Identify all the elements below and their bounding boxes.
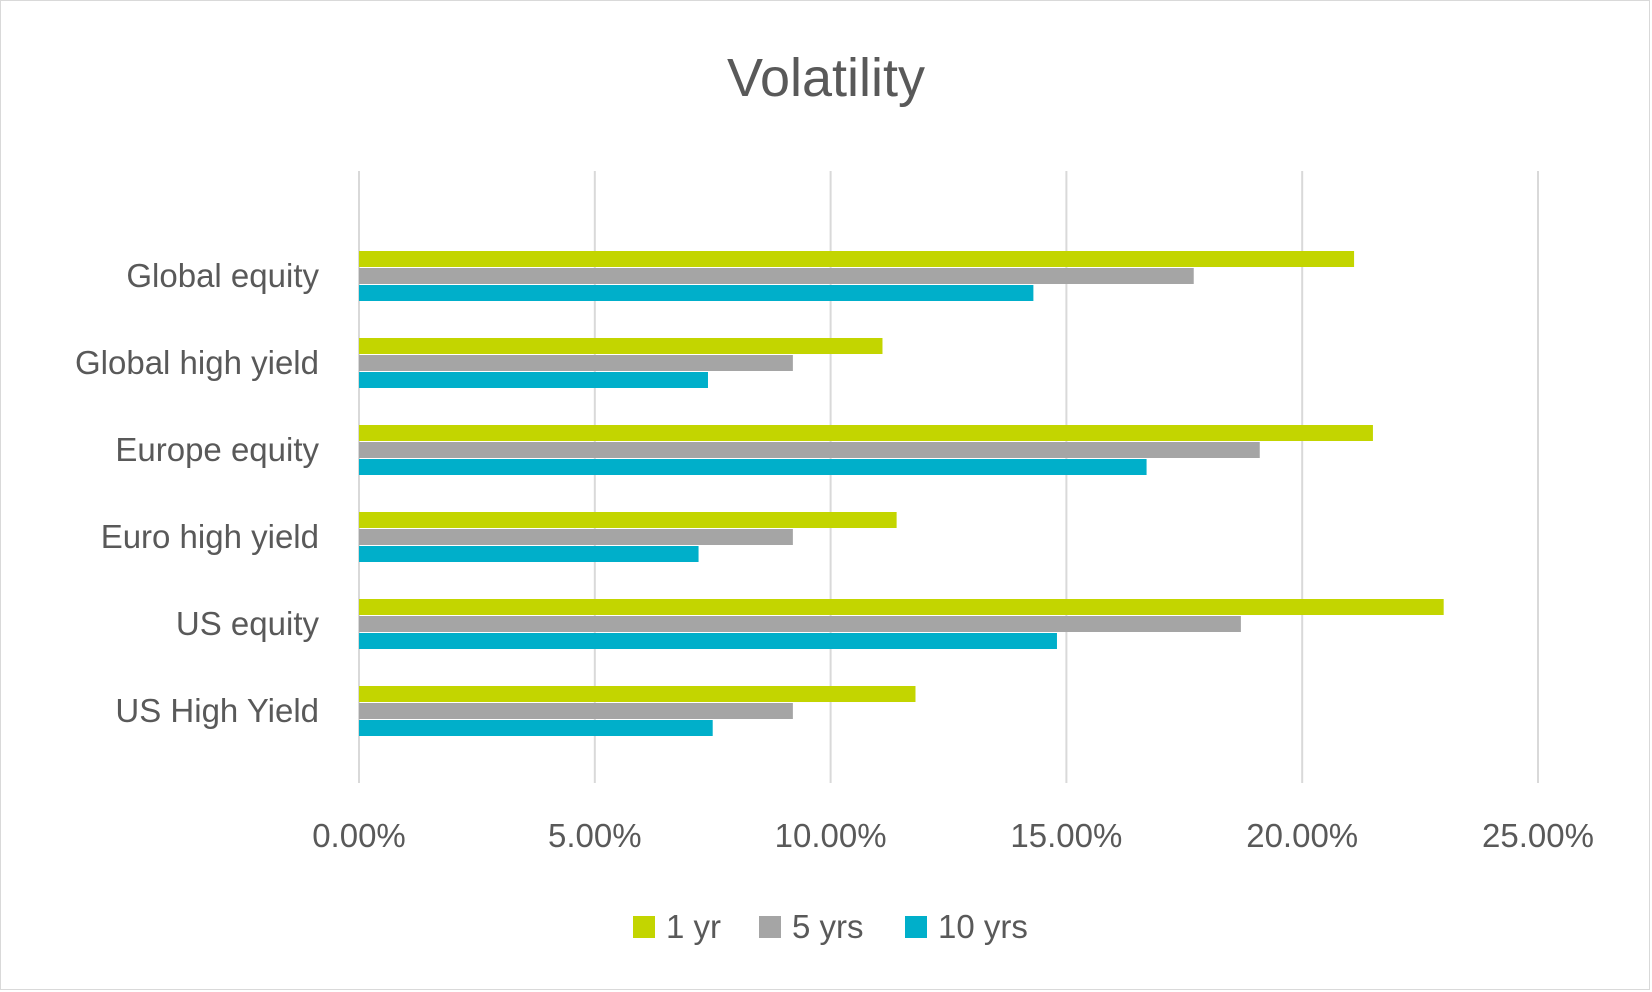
x-tick-label: 15.00% (1010, 817, 1122, 854)
bar (359, 372, 708, 388)
bar (359, 285, 1034, 301)
legend-swatch (759, 916, 781, 938)
bar (359, 268, 1194, 284)
bar (359, 425, 1373, 441)
bar (359, 512, 897, 528)
bar (359, 703, 793, 719)
category-label: Global equity (126, 257, 319, 294)
legend-label: 5 yrs (792, 908, 864, 945)
category-label: Europe equity (115, 431, 319, 468)
category-label: Euro high yield (101, 518, 319, 555)
legend-label: 1 yr (666, 908, 721, 945)
legend-label: 10 yrs (938, 908, 1028, 945)
category-label: US equity (176, 605, 320, 642)
category-labels: Global equity Global high yield Europe equ… (75, 257, 319, 729)
bar (359, 251, 1355, 267)
category-label: Global high yield (75, 344, 319, 381)
legend-swatch (905, 916, 927, 938)
legend: 1 yr 5 yrs 10 yrs (633, 908, 1028, 945)
bar (359, 355, 793, 371)
legend-swatch (633, 916, 655, 938)
x-tick-label: 25.00% (1482, 817, 1594, 854)
x-tick-label: 5.00% (548, 817, 642, 854)
bar (359, 442, 1260, 458)
bar (359, 686, 916, 702)
bar (359, 616, 1241, 632)
bar (359, 338, 883, 354)
x-tick-labels: 0.00% 5.00% 10.00% 15.00% 20.00% 25.00% (312, 817, 1594, 854)
bar (359, 633, 1057, 649)
x-tick-label: 20.00% (1246, 817, 1358, 854)
x-tick-label: 10.00% (775, 817, 887, 854)
bar (359, 529, 793, 545)
bar (359, 599, 1444, 615)
bar (359, 546, 699, 562)
bar (359, 720, 713, 736)
x-tick-label: 0.00% (312, 817, 406, 854)
bars (359, 251, 1444, 736)
bar (359, 459, 1147, 475)
category-label: US High Yield (115, 692, 319, 729)
chart-title: Volatility (727, 48, 925, 108)
